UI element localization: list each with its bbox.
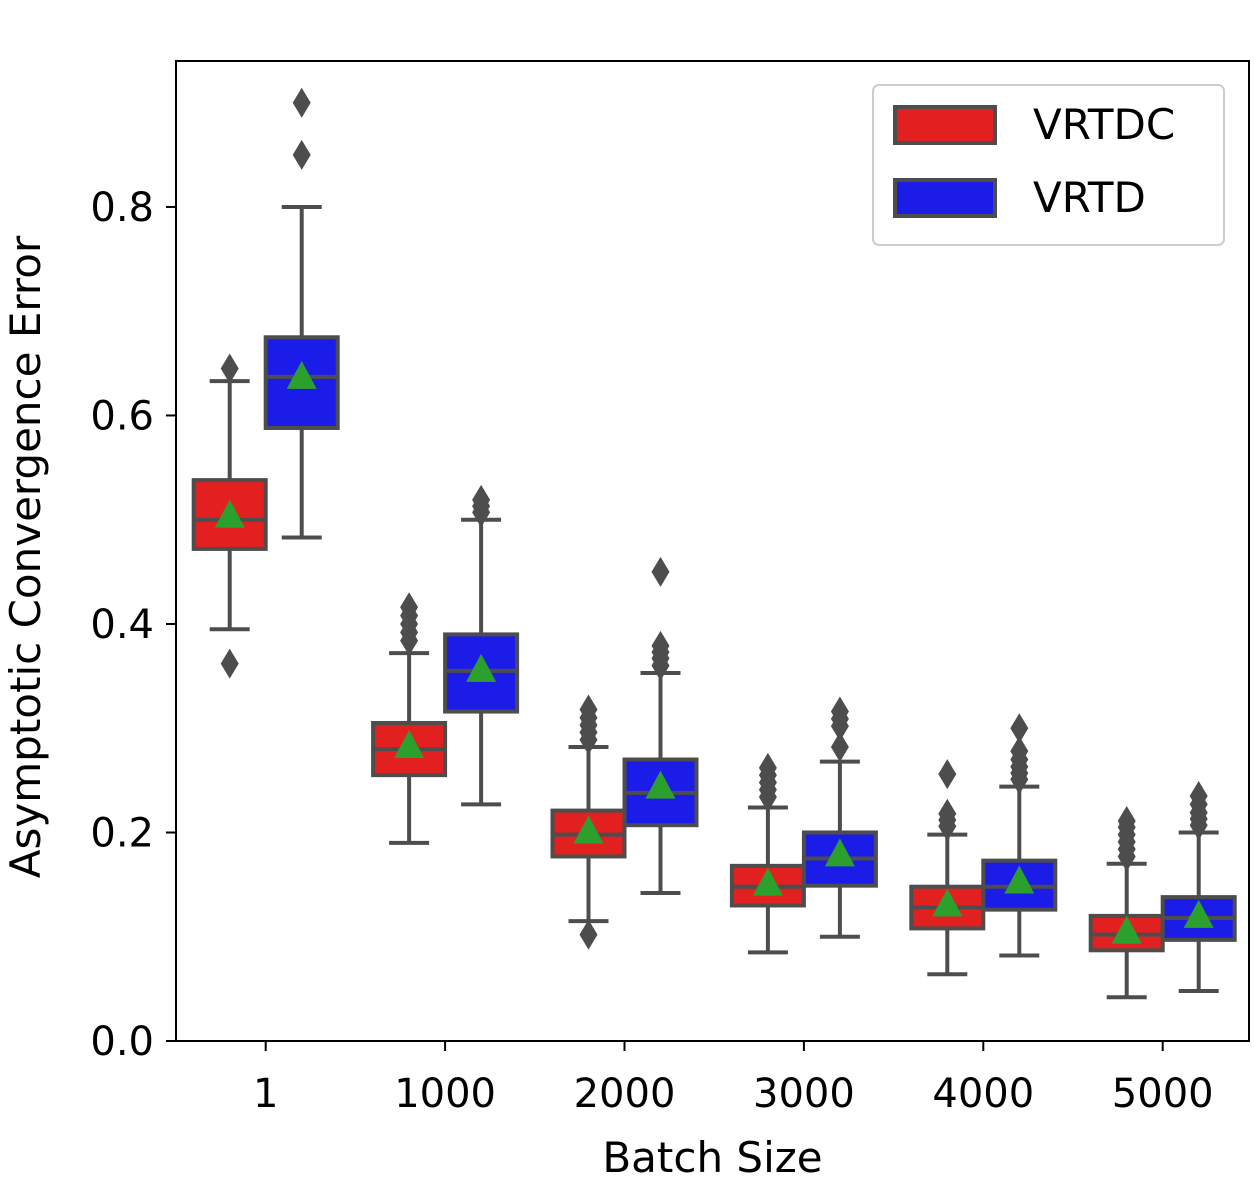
mean-marker bbox=[752, 867, 783, 896]
x-tick-label: 1 bbox=[253, 1071, 278, 1117]
legend-label-vrtd: VRTD bbox=[1033, 173, 1146, 222]
y-axis: 0.0 0.2 0.4 0.6 0.8 bbox=[90, 185, 176, 1065]
box-vrtd-1 bbox=[263, 87, 340, 540]
outlier-point bbox=[830, 732, 849, 762]
box-vrtd-4000 bbox=[981, 713, 1058, 958]
box-vrtd-3000 bbox=[801, 696, 878, 939]
mean-marker bbox=[394, 730, 425, 758]
box-groups bbox=[191, 87, 1237, 1000]
y-tick-label: 0.0 bbox=[90, 1019, 154, 1065]
outlier-point bbox=[400, 592, 419, 623]
box-vrtd-5000 bbox=[1160, 781, 1237, 993]
outlier-point bbox=[1010, 713, 1029, 744]
outlier-point bbox=[472, 484, 491, 515]
x-axis: 1 1000 2000 3000 4000 5000 bbox=[253, 1041, 1214, 1117]
outlier-point bbox=[292, 87, 311, 118]
legend: VRTDC VRTD bbox=[872, 84, 1225, 246]
outlier-point bbox=[651, 556, 670, 587]
mean-marker bbox=[824, 838, 855, 867]
mean-marker bbox=[1004, 865, 1035, 894]
y-tick-label: 0.8 bbox=[90, 185, 154, 231]
outlier-point bbox=[651, 630, 670, 661]
mean-marker bbox=[932, 888, 963, 917]
x-tick-label: 1000 bbox=[394, 1071, 496, 1117]
x-tick-label: 2000 bbox=[574, 1071, 676, 1117]
box-vrtd-1000 bbox=[443, 484, 520, 807]
outlier-point bbox=[938, 798, 957, 829]
mean-marker bbox=[286, 360, 317, 389]
y-tick-label: 0.4 bbox=[90, 602, 154, 648]
outlier-point bbox=[830, 696, 849, 727]
y-tick-label: 0.2 bbox=[90, 810, 154, 856]
outlier-point bbox=[1117, 806, 1136, 837]
legend-swatch-vrtdc bbox=[893, 105, 997, 145]
y-tick-label: 0.6 bbox=[90, 393, 154, 439]
x-tick-label: 3000 bbox=[753, 1071, 855, 1117]
box-vrtd-2000 bbox=[622, 556, 699, 895]
x-axis-label: Batch Size bbox=[602, 1133, 822, 1182]
box-vrtdc-4000 bbox=[909, 759, 986, 977]
outlier-point bbox=[220, 648, 239, 679]
outlier-point bbox=[579, 919, 598, 950]
mean-marker bbox=[1183, 899, 1214, 928]
legend-swatch-vrtd bbox=[893, 178, 997, 218]
box-vrtdc-1000 bbox=[371, 592, 448, 845]
box-vrtdc-2000 bbox=[550, 694, 627, 950]
mean-marker bbox=[645, 770, 676, 799]
outlier-point bbox=[938, 759, 957, 790]
outlier-point bbox=[1189, 781, 1208, 811]
outlier-point bbox=[292, 139, 311, 170]
outlier-point bbox=[758, 752, 777, 783]
plot-frame bbox=[175, 60, 1250, 1042]
box-body bbox=[263, 335, 340, 430]
mean-marker bbox=[573, 815, 604, 844]
mean-marker bbox=[214, 499, 245, 528]
x-tick-label: 4000 bbox=[932, 1071, 1034, 1117]
box-vrtdc-3000 bbox=[729, 752, 806, 955]
outlier-point bbox=[1010, 736, 1029, 767]
outlier-point bbox=[579, 694, 598, 725]
outlier-point bbox=[220, 353, 239, 384]
mean-marker bbox=[1111, 915, 1142, 944]
x-tick-label: 5000 bbox=[1112, 1071, 1214, 1117]
y-axis-label: Asymptotic Convergence Error bbox=[1, 235, 50, 878]
box-vrtdc-1 bbox=[191, 353, 268, 679]
box-vrtdc-5000 bbox=[1088, 806, 1165, 1000]
mean-marker bbox=[466, 653, 497, 682]
legend-label-vrtdc: VRTDC bbox=[1033, 100, 1175, 149]
